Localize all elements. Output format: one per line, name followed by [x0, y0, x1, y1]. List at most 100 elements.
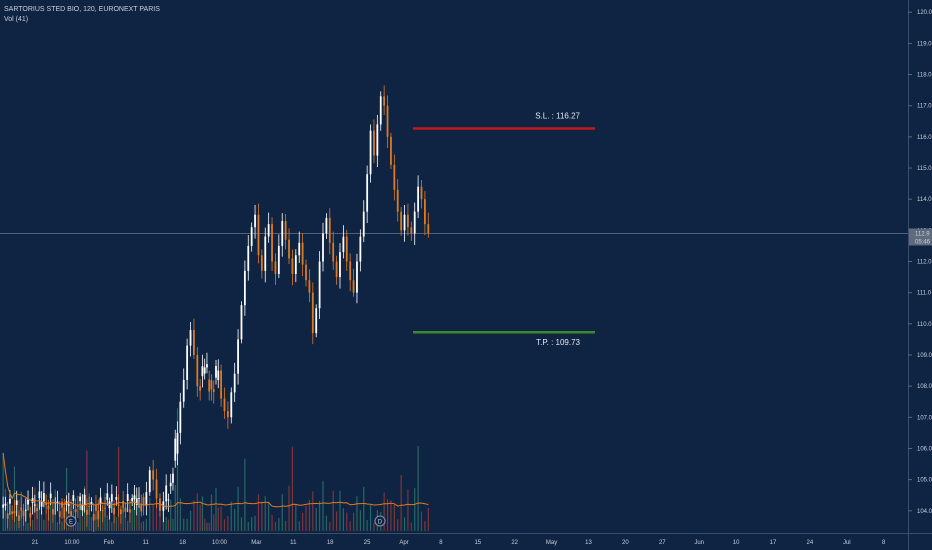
volume-bar [77, 522, 79, 531]
volume-bar [278, 517, 280, 531]
candle-body [379, 96, 382, 125]
candle-body [325, 217, 328, 234]
volume-bar [90, 517, 93, 531]
candle-body [308, 280, 311, 293]
volume-bar [247, 522, 249, 531]
candle-body [281, 220, 284, 246]
volume-bar [254, 515, 256, 531]
candle-body [260, 255, 263, 271]
candle-body [271, 224, 273, 262]
price-tick-label: 120.0 [917, 10, 932, 16]
candle-body [126, 494, 129, 501]
volume-bar [152, 504, 154, 531]
candle-body [58, 511, 61, 518]
candle-body [83, 494, 86, 505]
candle-body [13, 511, 16, 514]
time-tick-label: 17 [770, 540, 777, 546]
candle-body [106, 493, 109, 500]
candle-body [119, 509, 122, 515]
volume-bar [174, 485, 176, 531]
volume-bar [417, 445, 419, 531]
volume-bar [335, 511, 338, 531]
candle-body [201, 366, 204, 377]
volume-bar [271, 514, 273, 531]
volume-bar [201, 496, 204, 531]
volume-bar [427, 507, 429, 531]
candle-body [311, 292, 314, 334]
volume-bar [234, 508, 236, 531]
chart-legend[interactable]: SARTORIUS STED BIO, 120, EURONEXT PARIS … [4, 5, 160, 25]
candle-body [63, 507, 66, 518]
candle-body [47, 505, 50, 510]
candle-body [376, 124, 379, 156]
time-tick-label: 27 [659, 540, 666, 546]
volume-bar [208, 522, 210, 531]
candle-body [349, 261, 352, 281]
volume-bar [9, 513, 11, 531]
price-axis: 120.0119.0118.0117.0116.0115.0114.0113.0… [908, 10, 932, 515]
candle-body [217, 370, 220, 381]
price-tick-label: 104.0 [917, 509, 932, 515]
volume-bar [322, 481, 324, 531]
volume-bar [193, 500, 195, 531]
candle-body [70, 511, 72, 516]
volume-bar [349, 521, 351, 531]
volume-bar [264, 496, 266, 531]
volume-bar [165, 517, 167, 531]
volume-bar [183, 518, 185, 531]
volume-bar [298, 521, 300, 531]
time-tick-label: 10:00 [64, 540, 80, 546]
volume-bar [45, 513, 47, 531]
candle-body [359, 236, 362, 262]
candle-body [42, 493, 45, 502]
volume-bar [41, 511, 43, 531]
candle-body [288, 239, 290, 259]
volume-bar [167, 519, 170, 531]
volume-bar [122, 500, 124, 531]
candle-body [427, 224, 430, 234]
volume-bar [397, 519, 399, 531]
volume-bar [295, 504, 297, 531]
candle-body [45, 503, 48, 506]
volume-bar [81, 517, 83, 531]
time-tick-label: 18 [327, 540, 334, 546]
candle-body [74, 509, 77, 513]
candle-body [179, 401, 182, 433]
time-tick-label: May [546, 540, 557, 546]
time-tick-label: Feb [104, 540, 115, 546]
candle-body [97, 510, 100, 520]
dividend-marker-circle [374, 515, 386, 527]
volume-bar [213, 514, 215, 531]
time-tick-label: 10:00 [212, 540, 228, 546]
candle-body [145, 492, 148, 505]
candle-body [159, 498, 161, 511]
volume-bar [268, 501, 270, 531]
candle-body [38, 491, 41, 499]
price-tick-label: 115.0 [917, 166, 932, 172]
volume-bar [383, 492, 385, 531]
candle-layer [2, 85, 430, 532]
volume-bar [206, 522, 208, 531]
candle-body [155, 479, 158, 499]
volume-bar [319, 500, 321, 531]
candle-body [24, 509, 27, 511]
candle-body [49, 493, 52, 499]
candle-body [393, 164, 396, 190]
volume-bar [420, 511, 423, 531]
volume-bar [99, 496, 102, 531]
volume-indicator-label[interactable]: Vol (41) [4, 16, 29, 23]
candle-body [79, 496, 82, 502]
candle-body [267, 224, 270, 237]
time-tick-label: 24 [807, 540, 814, 546]
time-tick-label: 15 [474, 540, 481, 546]
current-price-label: 112.9 [915, 231, 930, 237]
candle-body [210, 380, 213, 390]
volume-bar [176, 408, 179, 531]
candle-body [315, 308, 318, 334]
candle-body [142, 497, 145, 505]
candle-body [413, 211, 416, 234]
volume-bar [244, 458, 246, 531]
candle-body [113, 507, 115, 515]
candle-body [131, 497, 134, 502]
